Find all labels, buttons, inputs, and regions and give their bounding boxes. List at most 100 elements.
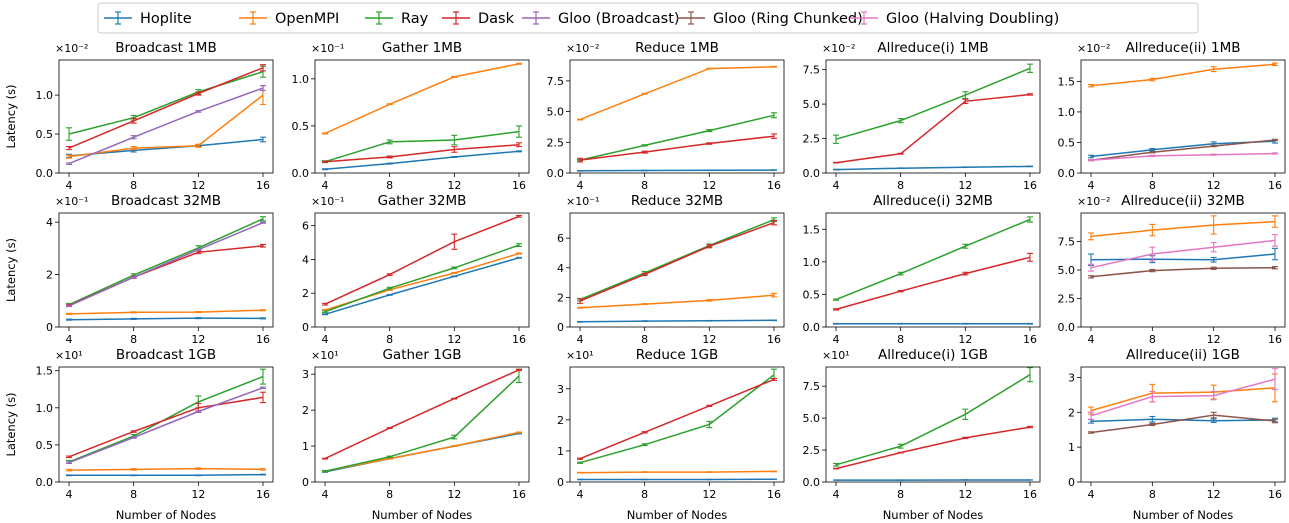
series-group bbox=[322, 256, 522, 316]
y-tick-label: 0.0 bbox=[1058, 321, 1076, 334]
legend-label: Gloo (Broadcast) bbox=[558, 11, 680, 27]
legend-item: Hoplite bbox=[104, 11, 192, 27]
series-line bbox=[835, 374, 1031, 466]
series-line bbox=[324, 130, 520, 163]
series-group bbox=[577, 478, 777, 481]
series-group bbox=[66, 467, 266, 472]
panel-title: Broadcast 1MB bbox=[115, 40, 216, 56]
y-tick-label: 1.5 bbox=[36, 365, 54, 378]
legend-label: Gloo (Halving Doubling) bbox=[886, 11, 1059, 27]
x-tick-label: 12 bbox=[191, 179, 205, 192]
series-group bbox=[833, 425, 1033, 470]
series-line bbox=[579, 219, 775, 301]
panel-title: Broadcast 1GB bbox=[116, 347, 216, 363]
chart-grid: Broadcast 1MB×10⁻²0.00.51.04 8 12 16Latency… bbox=[4, 40, 1286, 522]
axis-offset-label: ×10⁻² bbox=[55, 42, 88, 55]
series-line bbox=[68, 87, 264, 165]
series-group bbox=[322, 150, 522, 171]
series-line bbox=[1090, 152, 1276, 161]
series-line bbox=[324, 63, 520, 135]
x-tick-label: 4 bbox=[1088, 333, 1095, 346]
series-group bbox=[66, 216, 266, 307]
axis-offset-label: ×10¹ bbox=[566, 349, 594, 362]
series-group bbox=[66, 309, 266, 315]
x-tick-label: 4 bbox=[322, 179, 329, 192]
series-line bbox=[68, 67, 264, 149]
x-tick-label: 16 bbox=[1268, 488, 1282, 501]
series-line bbox=[68, 309, 264, 315]
series-line bbox=[68, 467, 264, 471]
x-tick-label: 4 bbox=[577, 179, 584, 192]
chart-panel: Reduce 32MB ×10⁻¹ 0 2 4 6 4 8 12 16 bbox=[557, 193, 785, 346]
panel-title: Reduce 1GB bbox=[636, 347, 719, 363]
y-tick-label: 0 bbox=[46, 321, 53, 334]
x-tick-label: 4 bbox=[1088, 488, 1095, 501]
x-tick-label: 4 bbox=[66, 333, 73, 346]
panel-title: Broadcast 32MB bbox=[111, 193, 221, 209]
axis-offset-label: ×10⁻² bbox=[1077, 42, 1110, 55]
x-axis-label: Number of Nodes bbox=[883, 508, 984, 522]
y-tick-label: 0 bbox=[557, 476, 564, 489]
y-tick-label: 1.0 bbox=[36, 402, 54, 415]
y-tick-label: 5.0 bbox=[1058, 264, 1076, 277]
y-tick-label: 1 bbox=[1068, 441, 1075, 454]
y-tick-label: 7.5 bbox=[547, 75, 565, 88]
chart-panel: Gather 1MB ×10⁻¹ 0.0 0.5 1.0 4 8 12 16 bbox=[292, 40, 530, 192]
series-line bbox=[68, 245, 264, 307]
chart-panel: Allreduce(i) 1GB ×10¹ 0.0 2.5 5.0 7.5 4 8 12 16 Nu… bbox=[803, 347, 1041, 522]
series-group bbox=[322, 142, 522, 163]
x-tick-label: 4 bbox=[66, 179, 73, 192]
y-tick-label: 0 bbox=[302, 476, 309, 489]
y-axis-label: Latency (s) bbox=[4, 84, 18, 148]
series-line bbox=[1090, 63, 1276, 87]
x-tick-label: 8 bbox=[1149, 333, 1156, 346]
x-tick-label: 16 bbox=[512, 333, 526, 346]
panel-title: Reduce 1MB bbox=[635, 40, 719, 56]
y-tick-label: 2 bbox=[557, 291, 564, 304]
series-group bbox=[577, 292, 777, 309]
series-line bbox=[68, 222, 264, 307]
y-tick-label: 7.5 bbox=[803, 380, 821, 393]
x-tick-label: 16 bbox=[767, 488, 781, 501]
y-tick-label: 2 bbox=[302, 404, 309, 417]
panel-title: Gather 32MB bbox=[378, 193, 467, 209]
series-line bbox=[324, 144, 520, 163]
panel-title: Gather 1MB bbox=[382, 40, 462, 56]
x-tick-label: 12 bbox=[702, 488, 716, 501]
x-tick-label: 16 bbox=[256, 179, 270, 192]
series-group bbox=[66, 317, 266, 321]
series-group bbox=[66, 243, 266, 307]
series-line bbox=[579, 294, 775, 309]
y-tick-label: 1.5 bbox=[803, 223, 821, 236]
x-tick-label: 8 bbox=[897, 333, 904, 346]
x-tick-label: 12 bbox=[958, 488, 972, 501]
plot-frame bbox=[825, 59, 1041, 174]
y-tick-label: 0.5 bbox=[36, 439, 54, 452]
y-tick-label: 7.5 bbox=[1058, 236, 1076, 249]
series-line bbox=[68, 396, 264, 458]
series-line bbox=[1090, 139, 1276, 161]
plot-frame bbox=[58, 212, 274, 328]
x-tick-label: 12 bbox=[191, 488, 205, 501]
legend-item: Gloo (Halving Doubling) bbox=[850, 11, 1059, 27]
series-group bbox=[322, 368, 522, 473]
series-group bbox=[322, 62, 522, 135]
x-tick-label: 16 bbox=[767, 179, 781, 192]
legend-label: OpenMPI bbox=[275, 11, 339, 27]
x-tick-label: 4 bbox=[322, 488, 329, 501]
series-line bbox=[835, 67, 1031, 140]
series-group bbox=[833, 216, 1033, 301]
x-tick-label: 8 bbox=[130, 488, 137, 501]
series-line bbox=[324, 431, 520, 472]
chart-panel: Allreduce(i) 1MB ×10⁻² 0.0 2.5 5.0 7.5 4 8 12 16 bbox=[803, 40, 1041, 192]
y-tick-label: 3 bbox=[1068, 371, 1075, 384]
plot-frame bbox=[1080, 212, 1286, 328]
axis-offset-label: ×10⁻² bbox=[1077, 195, 1110, 208]
x-tick-label: 12 bbox=[191, 333, 205, 346]
panel-title: Allreduce(ii) 32MB bbox=[1121, 193, 1245, 209]
series-line bbox=[579, 319, 775, 323]
panel-title: Allreduce(ii) 1GB bbox=[1126, 347, 1240, 363]
x-tick-label: 12 bbox=[1207, 179, 1221, 192]
